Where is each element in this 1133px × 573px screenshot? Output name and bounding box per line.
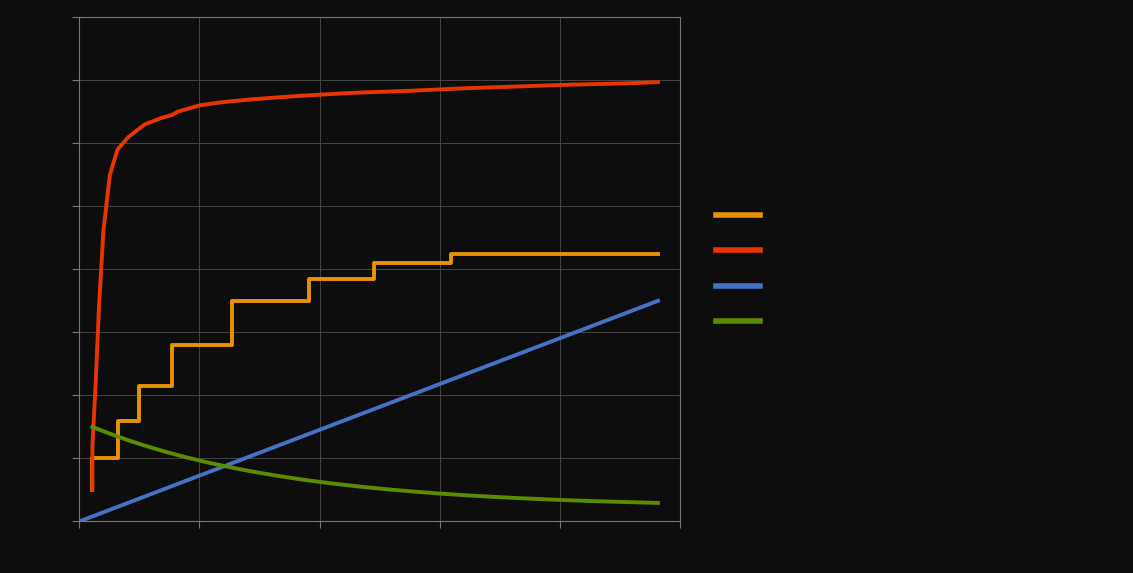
Legend: Emissions from production, Emissions in total, Performance, Emissions/Performanc: Emissions from production, Emissions in …	[716, 210, 932, 329]
